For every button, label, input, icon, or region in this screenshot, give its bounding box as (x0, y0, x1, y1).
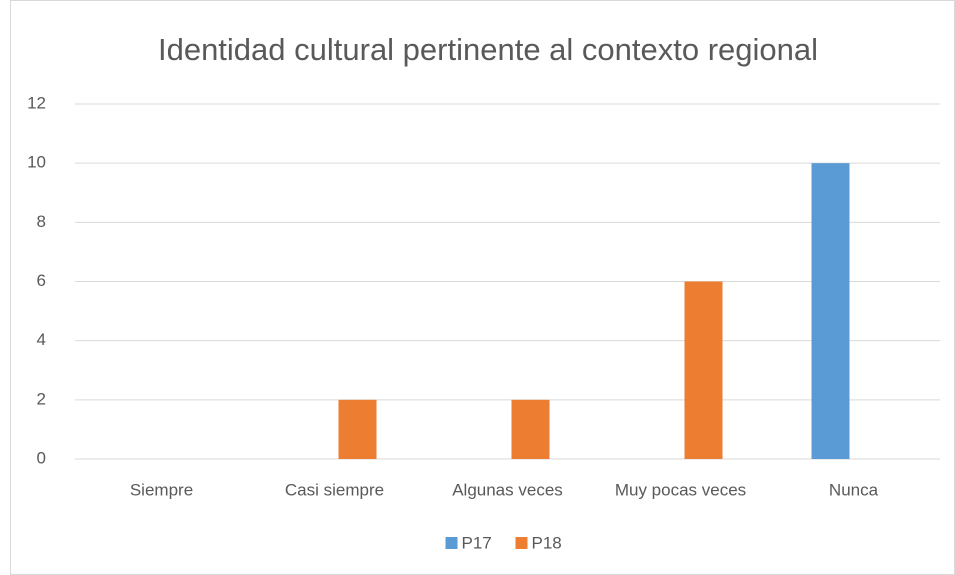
bar (684, 281, 723, 459)
legend-label: P18 (532, 533, 562, 552)
x-tick-label: Siempre (130, 480, 193, 499)
y-tick-label: 0 (37, 448, 46, 467)
y-tick-label: 4 (37, 330, 46, 349)
y-tick-label: 10 (27, 153, 46, 172)
legend-swatch (515, 537, 528, 549)
x-tick-label: Casi siempre (285, 480, 384, 499)
y-tick-label: 2 (37, 389, 46, 408)
legend-label: P17 (462, 533, 492, 552)
legend-swatch (445, 537, 458, 549)
x-tick-label: Muy pocas veces (615, 480, 746, 499)
bar (811, 163, 850, 459)
x-tick-label: Algunas veces (452, 480, 563, 499)
bar (338, 399, 377, 459)
chart-title: Identidad cultural pertinente al context… (158, 32, 818, 67)
y-tick-label: 8 (37, 212, 46, 231)
bar (511, 399, 550, 459)
y-tick-label: 6 (37, 271, 46, 290)
chart-border (10, 0, 955, 575)
x-tick-label: Nunca (829, 480, 879, 499)
y-tick-label: 12 (27, 93, 46, 112)
